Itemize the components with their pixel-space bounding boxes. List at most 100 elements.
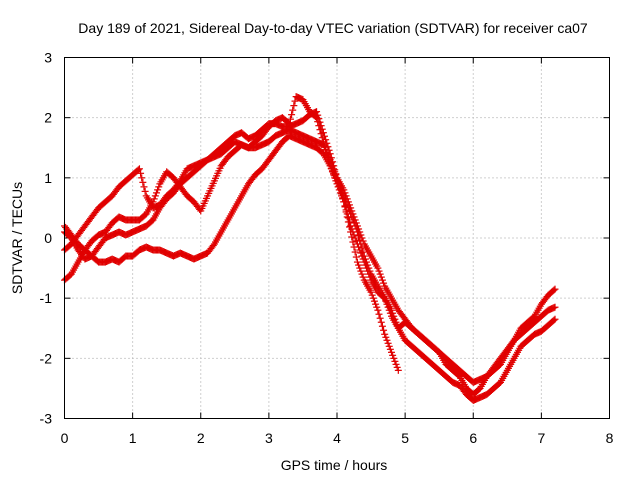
- data-point: [369, 294, 377, 302]
- data-point: [330, 162, 338, 170]
- data-point: [391, 357, 399, 365]
- data-point: [352, 219, 360, 227]
- data-point: [375, 310, 383, 318]
- data-point: [380, 326, 388, 334]
- data-point: [355, 225, 363, 233]
- data-point: [324, 143, 332, 151]
- data-point: [356, 264, 364, 272]
- data-point: [321, 132, 329, 140]
- data-point: [340, 198, 348, 206]
- data-point: [390, 312, 398, 320]
- data-point: [341, 203, 349, 211]
- plot-frame: [64, 57, 610, 419]
- data-point: [348, 233, 356, 241]
- data-point: [359, 273, 367, 281]
- data-point: [376, 314, 384, 322]
- data-point: [134, 166, 142, 174]
- data-point: [392, 360, 400, 368]
- data-point: [375, 267, 383, 275]
- data-point: [139, 178, 147, 186]
- data-point: [377, 318, 385, 326]
- data-point: [357, 267, 365, 275]
- data-point: [155, 183, 163, 191]
- data-point: [349, 238, 357, 246]
- data-point: [347, 228, 355, 236]
- data-point: [343, 195, 351, 203]
- y-tick-label: -3: [40, 411, 53, 427]
- data-point: [368, 291, 376, 299]
- data-point: [358, 270, 366, 278]
- y-axis-label: SDTVAR / TECUs: [9, 182, 25, 294]
- data-point: [286, 115, 294, 123]
- data-point: [394, 366, 402, 374]
- data-point: [316, 118, 324, 126]
- data-point: [378, 322, 386, 330]
- data-point: [318, 125, 326, 133]
- data-point: [151, 192, 159, 200]
- data-point: [358, 234, 366, 242]
- data-point: [352, 253, 360, 261]
- x-tick-label: 5: [401, 430, 409, 446]
- data-point: [328, 158, 336, 166]
- x-tick-label: 1: [129, 430, 137, 446]
- data-point: [389, 309, 397, 317]
- data-point: [374, 306, 382, 314]
- grid: [64, 57, 610, 419]
- data-point: [367, 288, 375, 296]
- data-point: [350, 243, 358, 251]
- data-point: [154, 186, 162, 194]
- data-point: [364, 261, 372, 269]
- data-point: [551, 303, 559, 311]
- data-point: [381, 330, 389, 338]
- x-tick-label: 3: [265, 430, 273, 446]
- data-point: [334, 178, 342, 186]
- data-point: [326, 150, 334, 158]
- data-point: [392, 318, 400, 326]
- data-point: [380, 279, 388, 287]
- chart-title: Day 189 of 2021, Sidereal Day-to-day VTE…: [78, 20, 588, 36]
- data-point: [389, 351, 397, 359]
- data-point: [323, 139, 331, 147]
- data-point: [289, 106, 297, 114]
- data-point: [332, 170, 340, 178]
- data-point: [551, 285, 559, 293]
- x-tick-label: 4: [333, 430, 341, 446]
- data-point: [313, 108, 321, 116]
- data-point: [373, 303, 381, 311]
- y-tick-labels: 3 2 1 0 -1 -2 -3: [40, 50, 53, 427]
- data-point: [290, 102, 298, 110]
- data-point: [336, 186, 344, 194]
- data-point: [361, 255, 369, 263]
- x-tick-label: 7: [537, 430, 545, 446]
- y-tick-label: 1: [44, 170, 52, 186]
- data-point: [291, 97, 299, 105]
- data-point: [343, 213, 351, 221]
- data-point: [370, 297, 378, 305]
- data-point: [325, 146, 333, 154]
- data-point: [141, 187, 149, 195]
- data-point: [331, 166, 339, 174]
- data-point: [209, 242, 217, 250]
- x-tick-label: 6: [469, 430, 477, 446]
- data-point: [357, 231, 365, 239]
- data-point: [350, 213, 358, 221]
- y-tick-label: -2: [40, 350, 53, 366]
- data-point: [175, 178, 183, 186]
- y-tick-label: 3: [44, 50, 52, 66]
- x-tick-labels: 0 1 2 3 4 5 6 7 8: [61, 430, 614, 446]
- data-point: [352, 237, 360, 245]
- data-point: [315, 115, 323, 123]
- data-point: [355, 261, 363, 269]
- data-point: [374, 264, 382, 272]
- data-point: [348, 207, 356, 215]
- data-point: [551, 315, 559, 323]
- data-point: [385, 342, 393, 350]
- data-points: [61, 93, 559, 404]
- data-point: [338, 190, 346, 198]
- data-point: [152, 189, 160, 197]
- data-point: [342, 208, 350, 216]
- data-point: [317, 122, 325, 130]
- data-point: [359, 237, 367, 245]
- data-point: [347, 204, 355, 212]
